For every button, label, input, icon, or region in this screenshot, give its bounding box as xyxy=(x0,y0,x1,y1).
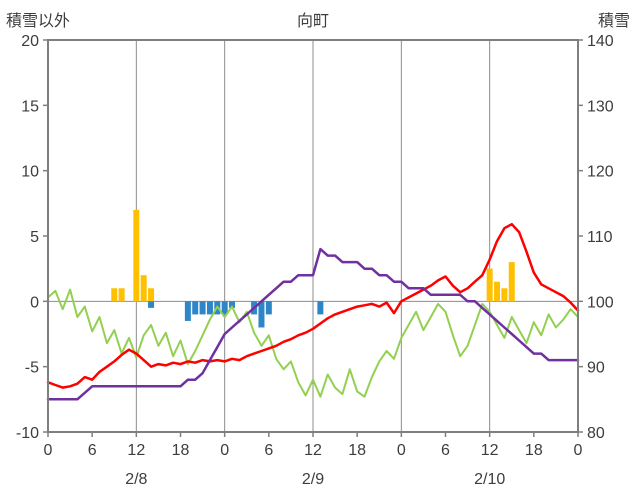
chart-title: 向町 xyxy=(296,13,329,30)
x-axis-tick-label: 0 xyxy=(44,442,53,459)
x-axis-tick-label: 12 xyxy=(304,442,322,459)
day-label: 2/8 xyxy=(125,471,147,488)
bar-orange-bars xyxy=(148,288,155,302)
x-axis-tick-label: 0 xyxy=(220,442,229,459)
right-axis-tick-label: 140 xyxy=(587,33,614,50)
bar-blue-bars xyxy=(199,301,206,315)
bar-blue-bars xyxy=(221,301,228,315)
bar-orange-bars xyxy=(140,275,147,302)
x-axis-tick-label: 12 xyxy=(481,442,499,459)
bar-orange-bars xyxy=(501,288,508,302)
day-label: 2/10 xyxy=(474,471,505,488)
bar-orange-bars xyxy=(111,288,118,302)
x-axis-tick-label: 18 xyxy=(172,442,190,459)
left-axis-title: 積雪以外 xyxy=(6,13,71,30)
bar-orange-bars xyxy=(494,281,501,302)
bar-orange-bars xyxy=(486,268,493,302)
left-axis-tick-label: 5 xyxy=(30,229,39,246)
left-axis-tick-label: 0 xyxy=(30,294,39,311)
right-axis-tick-label: 80 xyxy=(587,425,605,442)
bar-blue-bars xyxy=(265,301,272,315)
day-label: 2/9 xyxy=(302,471,324,488)
left-axis-tick-label: -10 xyxy=(16,425,39,442)
x-axis-tick-label: 12 xyxy=(127,442,145,459)
x-axis-tick-label: 6 xyxy=(441,442,450,459)
x-axis-tick-label: 0 xyxy=(574,442,583,459)
bar-blue-bars xyxy=(192,301,199,315)
bar-blue-bars xyxy=(317,301,324,315)
bar-blue-bars xyxy=(184,301,191,321)
right-axis-tick-label: 130 xyxy=(587,98,614,115)
right-axis-tick-label: 110 xyxy=(587,229,613,246)
bar-blue-bars xyxy=(206,301,213,315)
x-axis-tick-label: 18 xyxy=(348,442,366,459)
series-purple-line xyxy=(46,247,580,401)
right-axis-tick-label: 100 xyxy=(587,294,614,311)
x-axis-tick-label: 6 xyxy=(88,442,97,459)
left-axis-tick-label: 20 xyxy=(21,33,39,50)
right-axis-tick-label: 90 xyxy=(587,360,605,377)
x-axis-tick-label: 0 xyxy=(397,442,406,459)
series-green-line xyxy=(47,288,579,398)
x-axis-tick-label: 6 xyxy=(264,442,273,459)
left-axis-tick-label: 15 xyxy=(21,98,39,115)
bar-blue-bars xyxy=(258,301,265,328)
x-axis-tick-label: 18 xyxy=(525,442,543,459)
right-axis-title: 積雪 xyxy=(597,13,630,30)
bar-orange-bars xyxy=(508,262,515,302)
series-red-line xyxy=(46,222,580,389)
bar-orange-bars xyxy=(118,288,125,302)
bar-orange-bars xyxy=(133,209,140,302)
bar-blue-bars xyxy=(229,301,236,308)
left-axis-tick-label: 10 xyxy=(21,164,39,181)
bar-blue-bars xyxy=(148,301,155,308)
left-axis-tick-label: -5 xyxy=(25,360,39,377)
right-axis-tick-label: 120 xyxy=(587,164,614,181)
